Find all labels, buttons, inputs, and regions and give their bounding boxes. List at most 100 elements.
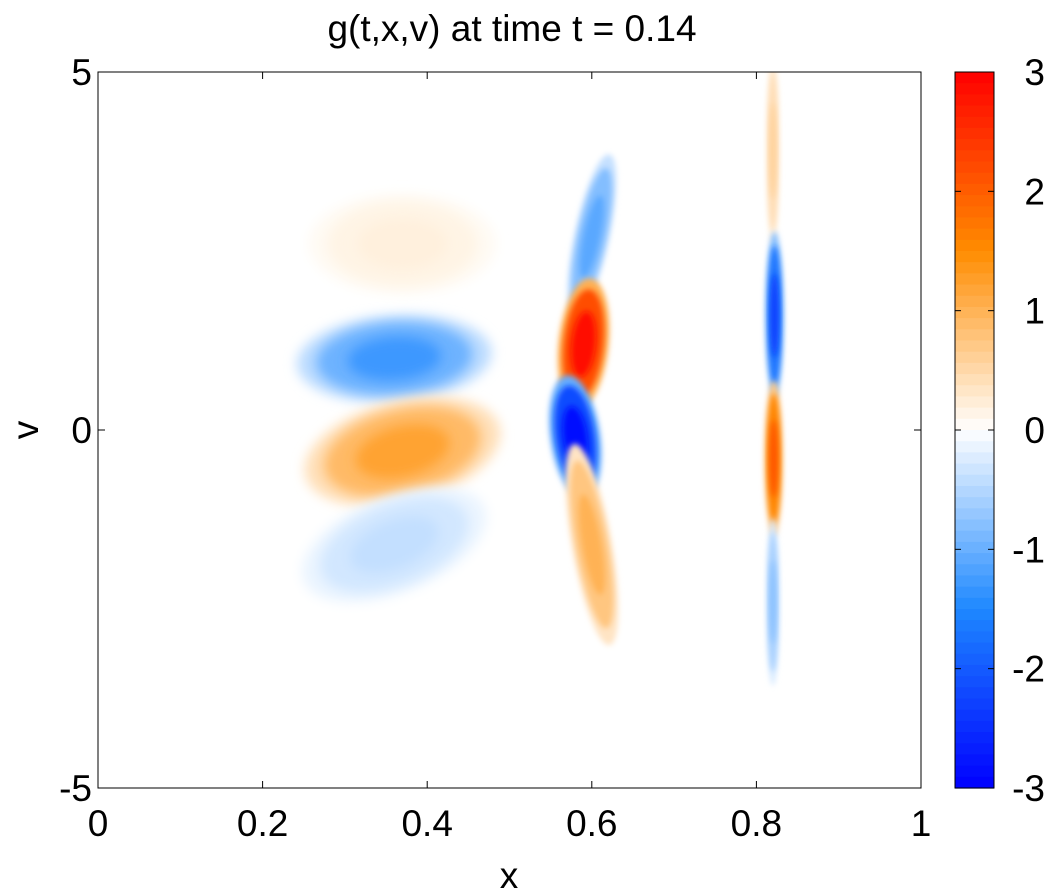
colorbar-tick: -3 [955, 768, 1045, 809]
x-tick-label: 0.2 [237, 803, 288, 844]
x-tick-label: 0.4 [401, 803, 452, 844]
colorbar-step [955, 441, 994, 453]
x-tick-label: 0.6 [566, 803, 617, 844]
x-axis-ticks: 0 0.2 0.4 0.6 0.8 1 [88, 72, 932, 844]
heatmap-lobe [764, 380, 783, 537]
heatmap-lobe [567, 154, 617, 319]
colorbar-step [955, 687, 994, 700]
colorbar-step [955, 127, 994, 140]
y-tick-label: 5 [71, 52, 92, 93]
colorbar-step [955, 295, 994, 308]
colorbar-step [955, 732, 994, 744]
heatmap-field [296, 72, 784, 686]
colorbar-step [955, 485, 994, 498]
colorbar-step [955, 743, 994, 756]
colorbar-step [955, 195, 994, 207]
colorbar-step [955, 765, 994, 778]
colorbar-step [955, 340, 994, 353]
colorbar-step [955, 418, 994, 431]
x-tick: 1 [911, 72, 932, 844]
colorbar-step [955, 228, 994, 241]
colorbar-step [955, 206, 994, 219]
heatmap-lobe [308, 193, 497, 295]
colorbar-step [955, 609, 994, 621]
colorbar [955, 72, 994, 789]
colorbar-step [955, 150, 994, 163]
colorbar-step [955, 183, 994, 196]
colorbar-tick-label: -3 [1012, 768, 1045, 809]
colorbar-step [955, 251, 994, 263]
y-tick: 0 [71, 410, 921, 451]
y-tick-label: 0 [71, 410, 92, 451]
colorbar-step [955, 362, 994, 375]
colorbar-tick: -1 [955, 529, 1045, 570]
colorbar-step [955, 306, 994, 319]
colorbar-step [955, 541, 994, 554]
colorbar-tick-label: 0 [1024, 410, 1045, 451]
colorbar-step [955, 776, 994, 789]
colorbar-step [955, 653, 994, 666]
heatmap-lobe [765, 231, 784, 400]
x-tick-label: 0 [88, 803, 109, 844]
colorbar-step [955, 72, 994, 84]
y-axis-ticks: -5 0 5 [59, 52, 921, 809]
colorbar-step [955, 239, 994, 252]
colorbar-step [955, 116, 994, 129]
x-tick: 0.8 [731, 72, 782, 844]
colorbar-tick: 0 [955, 410, 1045, 451]
colorbar-step [955, 161, 994, 174]
colorbar-step [955, 94, 994, 107]
colorbar-step [955, 620, 994, 632]
colorbar-step [955, 217, 994, 230]
heatmap-lobe [296, 314, 492, 403]
chart-title: g(t,x,v) at time t = 0.14 [327, 8, 696, 49]
colorbar-step [955, 497, 994, 509]
heatmap-lobe [304, 396, 501, 507]
colorbar-step [955, 720, 994, 733]
colorbar-step [955, 139, 994, 151]
x-axis-label: x [500, 855, 519, 892]
colorbar-step [955, 262, 994, 274]
colorbar-step [955, 575, 994, 588]
x-tick: 0.2 [237, 72, 288, 844]
colorbar-tick-label: -2 [1012, 649, 1045, 690]
colorbar-step [955, 754, 994, 767]
colorbar-step [955, 396, 994, 409]
colorbar-step [955, 407, 994, 420]
colorbar-tick: -2 [955, 649, 1045, 690]
colorbar-step [955, 374, 994, 386]
colorbar-step [955, 709, 994, 722]
colorbar-step [955, 508, 994, 521]
colorbar-step [955, 83, 994, 95]
colorbar-step [955, 463, 994, 476]
heatmap-lobe [302, 486, 487, 603]
x-tick-label: 1 [911, 803, 932, 844]
colorbar-step [955, 676, 994, 688]
colorbar-step [955, 284, 994, 297]
colorbar-tick: 3 [955, 52, 1045, 93]
colorbar-step [955, 519, 994, 532]
colorbar-step [955, 351, 994, 364]
colorbar-step [955, 642, 994, 655]
y-axis-label: v [5, 420, 46, 439]
plot-background [98, 72, 921, 788]
x-tick-label: 0.8 [731, 803, 782, 844]
colorbar-step [955, 385, 994, 398]
colorbar-tick-label: 3 [1024, 52, 1045, 93]
colorbar-step [955, 530, 994, 543]
y-tick-label: -5 [59, 768, 92, 809]
x-tick: 0 [88, 72, 109, 844]
colorbar-step [955, 586, 994, 599]
heatmap-lobe [565, 444, 619, 646]
y-tick: -5 [59, 768, 921, 809]
colorbar-tick-label: 1 [1024, 291, 1045, 332]
heatmap-lobe [766, 517, 780, 686]
colorbar-tick: 1 [955, 291, 1045, 332]
y-tick: 5 [71, 52, 921, 93]
x-tick: 0.6 [566, 72, 618, 844]
x-tick: 0.4 [401, 72, 453, 844]
colorbar-step [955, 172, 994, 185]
colorbar-tick-label: -1 [1012, 529, 1045, 570]
colorbar-step [955, 273, 994, 286]
